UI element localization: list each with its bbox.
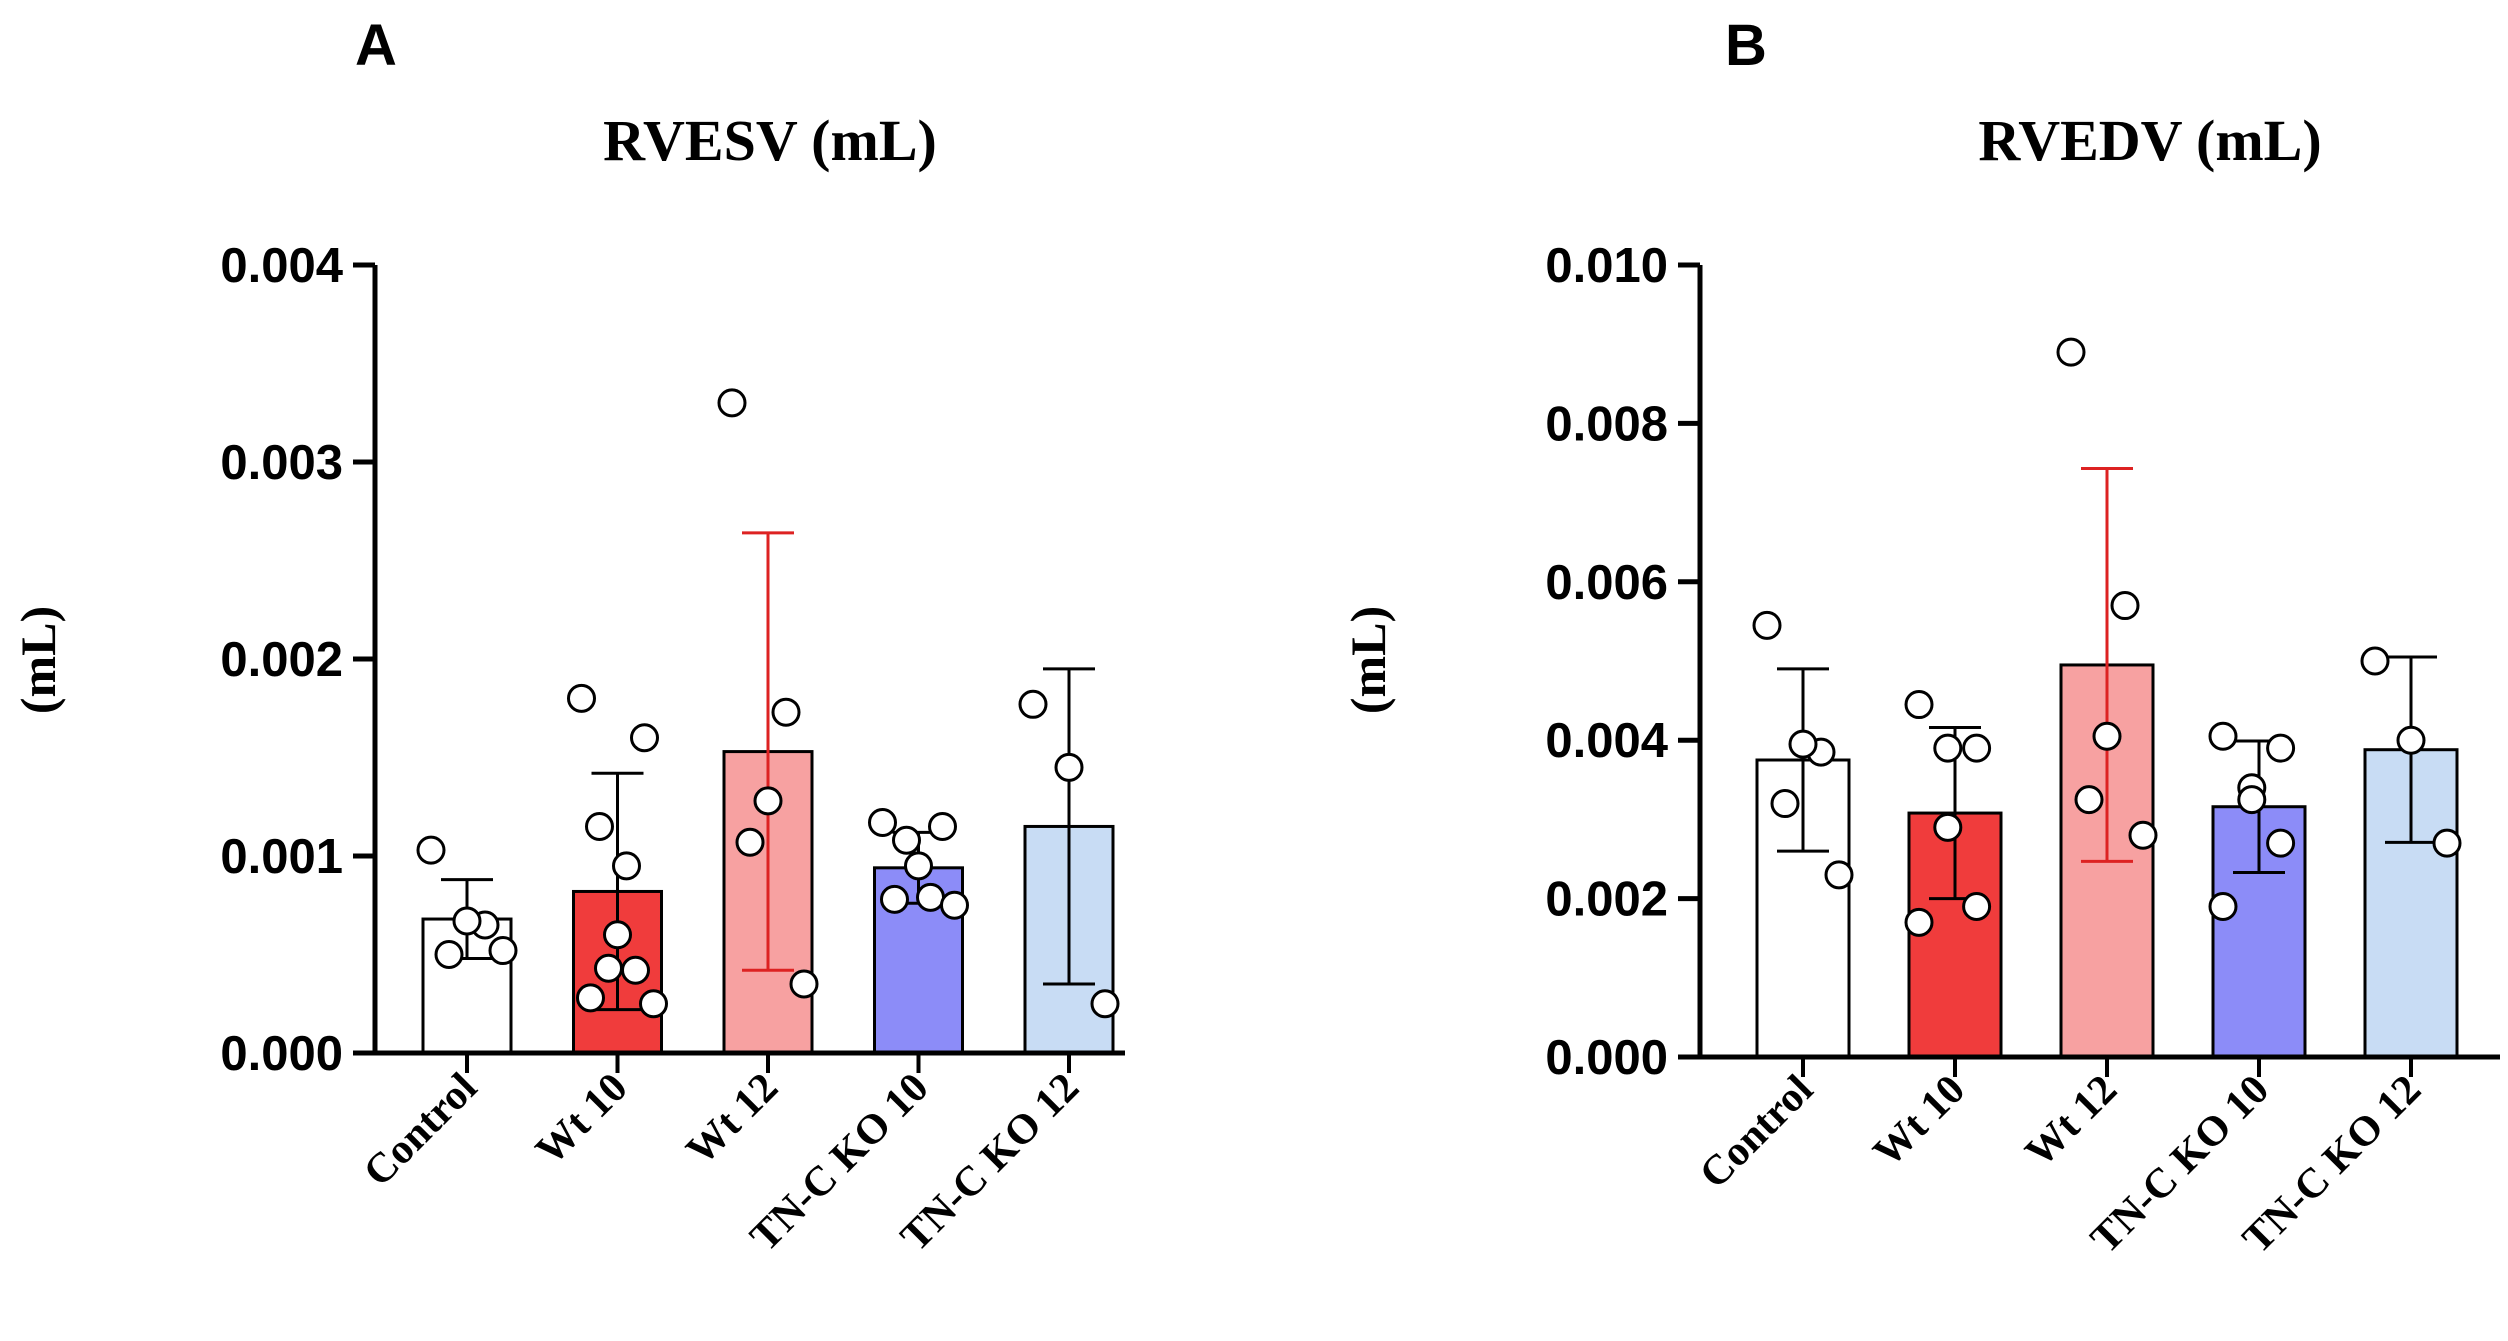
- data-point: [452, 906, 482, 936]
- data-point: [567, 683, 596, 713]
- data-point: [1770, 789, 1800, 819]
- data-point: [1824, 860, 1854, 890]
- x-tick-label: Control: [355, 1065, 486, 1196]
- panel-a-title: RVESV (mL): [603, 108, 937, 173]
- x-tick-label: Wt 10: [527, 1065, 636, 1174]
- data-point: [868, 808, 897, 838]
- data-point: [2110, 591, 2140, 621]
- data-point: [940, 890, 969, 920]
- panel-b-letter: B: [1725, 13, 1767, 78]
- data-point: [1752, 610, 1782, 640]
- data-point: [1962, 733, 1992, 763]
- data-point: [2237, 785, 2267, 815]
- data-point: [630, 723, 659, 753]
- panel-a-plot: 0.000 0.001 0.002 0.003 0.004 Control Wt 10 Wt …: [220, 239, 1125, 1260]
- data-point: [2266, 733, 2296, 763]
- y-tick-label: 0.010: [1545, 239, 1668, 293]
- data-point: [1018, 689, 1048, 719]
- data-point: [1904, 690, 1934, 720]
- data-point: [717, 388, 747, 418]
- panel-a-letter: A: [355, 13, 397, 78]
- x-tick-label: Wt 10: [1865, 1067, 1974, 1176]
- data-point: [2360, 646, 2390, 676]
- y-tick-label: 0.001: [220, 830, 343, 884]
- data-point: [771, 697, 801, 727]
- data-point: [2432, 828, 2462, 858]
- x-tick-label: Wt 12: [678, 1065, 787, 1174]
- data-point: [916, 882, 945, 912]
- data-point: [2208, 892, 2238, 922]
- data-point: [1933, 733, 1963, 763]
- data-point: [1054, 752, 1084, 782]
- panel-b: B RVEDV (mL) (mL) 0.0000.0020.0040.0060.…: [1340, 13, 2500, 1262]
- panel-a: A RVESV (mL) (mL) 0.0000.0010.0020.0030.…: [10, 13, 1125, 1260]
- data-point: [1962, 892, 1992, 922]
- x-tick-label: Wt 12: [2017, 1067, 2126, 1176]
- y-tick-label: 0.004: [1545, 714, 1668, 768]
- y-tick-label: 0.000: [1545, 1031, 1668, 1085]
- data-point: [576, 983, 605, 1013]
- y-tick-label: 0.002: [1545, 873, 1668, 927]
- data-point: [2266, 828, 2296, 858]
- panel-b-ylabel: (mL): [1340, 606, 1396, 714]
- data-point: [585, 811, 614, 841]
- data-point: [880, 884, 909, 914]
- data-point: [2074, 785, 2104, 815]
- data-point: [753, 786, 783, 816]
- data-point: [594, 953, 623, 983]
- data-point: [612, 851, 641, 881]
- data-point: [2208, 721, 2238, 751]
- data-point: [904, 851, 933, 881]
- data-point: [603, 920, 632, 950]
- data-point: [1090, 989, 1120, 1019]
- data-point: [2092, 721, 2122, 751]
- data-point: [1933, 812, 1963, 842]
- data-point: [2396, 725, 2426, 755]
- data-point: [416, 835, 446, 865]
- data-point: [488, 936, 518, 966]
- data-point: [1904, 907, 1934, 937]
- y-tick-label: 0.004: [220, 239, 343, 293]
- data-point: [2056, 337, 2086, 367]
- data-point: [928, 811, 957, 841]
- y-tick-label: 0.000: [220, 1027, 343, 1081]
- data-point: [434, 940, 464, 969]
- y-tick-label: 0.008: [1545, 397, 1668, 451]
- y-tick-label: 0.006: [1545, 556, 1668, 610]
- panel-b-title: RVEDV (mL): [1978, 108, 2321, 173]
- x-tick-label: Control: [1691, 1067, 1822, 1198]
- data-point: [1788, 729, 1818, 759]
- panel-b-plot: 0.000 0.002 0.004 0.006 0.008 0.010 Control Wt …: [1545, 239, 2500, 1262]
- data-point: [639, 989, 668, 1019]
- data-point: [621, 955, 650, 985]
- data-point: [2128, 820, 2158, 850]
- data-point: [735, 827, 765, 857]
- y-tick-label: 0.002: [220, 633, 343, 687]
- data-point: [789, 969, 819, 999]
- y-tick-label: 0.003: [220, 436, 343, 490]
- data-point: [892, 825, 921, 855]
- panel-a-ylabel: (mL): [10, 606, 66, 714]
